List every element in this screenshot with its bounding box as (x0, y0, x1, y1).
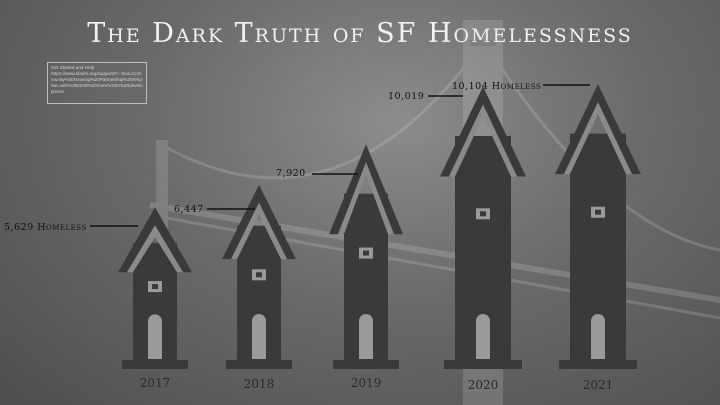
house-window-bar (363, 250, 369, 256)
house-bar-2018 (222, 184, 296, 369)
house-roof-gap (127, 225, 183, 273)
help-note-heading: Get Started and Help: (51, 65, 96, 70)
data-label-2021: 10,104 Homeless (452, 81, 541, 92)
house-bar-2021 (555, 84, 641, 369)
house-door (591, 314, 605, 359)
data-label-2020: 10,019 (388, 91, 424, 102)
house-window-bar (480, 211, 486, 217)
house-base (122, 360, 188, 369)
data-label-2019: 7,920 (276, 168, 306, 179)
data-label-2017: 5,629 Homeless (4, 222, 87, 233)
chart-marks: 2017 2018 2019 2020 2021 5,629 Homeless 6,447 7… (4, 81, 641, 392)
year-label-2020: 2020 (468, 378, 499, 392)
house-base (559, 360, 637, 369)
page-title: The Dark Truth of SF Homelessness (87, 18, 633, 49)
help-note-box: Get Started and Help: https://www.sfadm.… (47, 62, 147, 104)
year-label-2018: 2018 (244, 377, 275, 391)
year-label-2019: 2019 (351, 376, 382, 390)
house-door (148, 314, 162, 359)
house-base (333, 360, 399, 369)
house-door (359, 314, 373, 359)
help-note-link[interactable]: https://www.sfadm.org/support/#:~:text=C… (51, 71, 143, 94)
house-base (444, 360, 522, 369)
house-roof-gap (231, 202, 287, 260)
house-roof-gap (564, 102, 632, 175)
house-roof (118, 207, 192, 273)
house-window-bar (256, 272, 262, 278)
house-door (252, 314, 266, 359)
house-roof-gap (338, 162, 394, 235)
house-door (476, 314, 490, 359)
house-roof-gap (449, 104, 517, 177)
house-base (226, 360, 292, 369)
house-roof (222, 184, 296, 260)
house-bar-2020 (440, 86, 526, 369)
year-label-2017: 2017 (140, 376, 171, 390)
year-label-2021: 2021 (583, 378, 614, 392)
house-bar-2017 (118, 207, 192, 369)
data-label-2018: 6,447 (174, 204, 204, 215)
house-window-bar (595, 209, 601, 215)
bridge-backdrop (149, 20, 720, 405)
house-window-bar (152, 284, 158, 290)
house-bar-2019 (329, 144, 403, 369)
